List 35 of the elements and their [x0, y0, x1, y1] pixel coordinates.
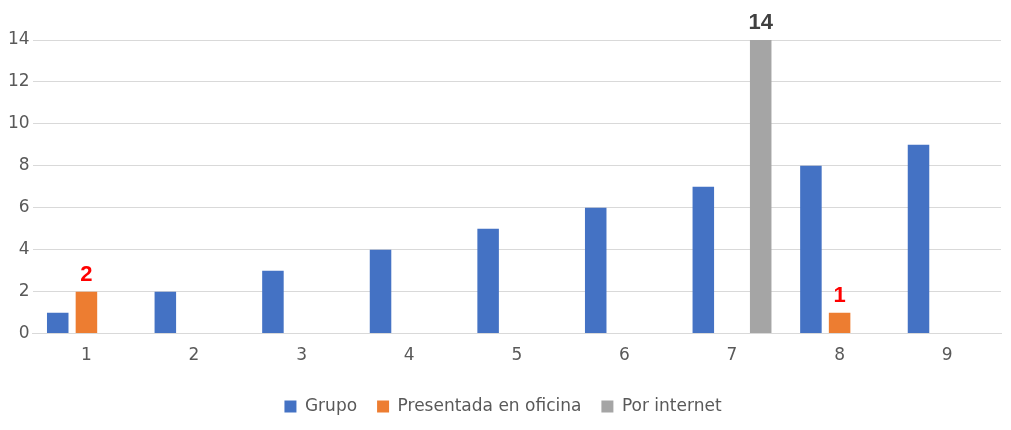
data-label: 2	[80, 260, 93, 286]
x-tick-label: 4	[403, 344, 415, 365]
x-tick-label: 3	[296, 344, 308, 365]
bar	[46, 312, 69, 334]
bar	[262, 270, 284, 334]
y-tick-label: 8	[18, 154, 30, 175]
x-tick-label: 6	[619, 344, 630, 365]
legend-label: Grupo	[304, 394, 358, 415]
bar	[907, 144, 930, 334]
x-tick-label: 9	[941, 344, 953, 365]
legend-label: Presentada en oficina	[397, 394, 582, 415]
legend-label: Por internet	[621, 394, 722, 415]
bar	[584, 207, 607, 334]
y-tick-label: 10	[7, 112, 30, 133]
y-tick-label: 0	[18, 322, 30, 343]
x-tick-label: 7	[726, 344, 738, 365]
x-tick-label: 5	[511, 344, 523, 365]
bar	[369, 249, 392, 334]
bar	[749, 40, 772, 334]
bar	[477, 228, 499, 334]
x-tick-label: 8	[834, 344, 846, 365]
bar	[800, 165, 822, 334]
x-tick-label: 1	[81, 344, 92, 365]
bar	[75, 291, 98, 334]
x-tick-label: 2	[188, 344, 200, 365]
data-label: 14	[748, 9, 774, 35]
y-tick-label: 6	[18, 196, 30, 217]
data-label: 1	[833, 281, 846, 307]
y-tick-label: 4	[18, 238, 30, 259]
y-tick-label: 14	[7, 28, 30, 49]
y-tick-label: 12	[7, 70, 30, 91]
bar	[692, 186, 715, 334]
bar	[154, 291, 177, 334]
y-tick-label: 2	[18, 280, 30, 301]
bar	[828, 312, 851, 334]
